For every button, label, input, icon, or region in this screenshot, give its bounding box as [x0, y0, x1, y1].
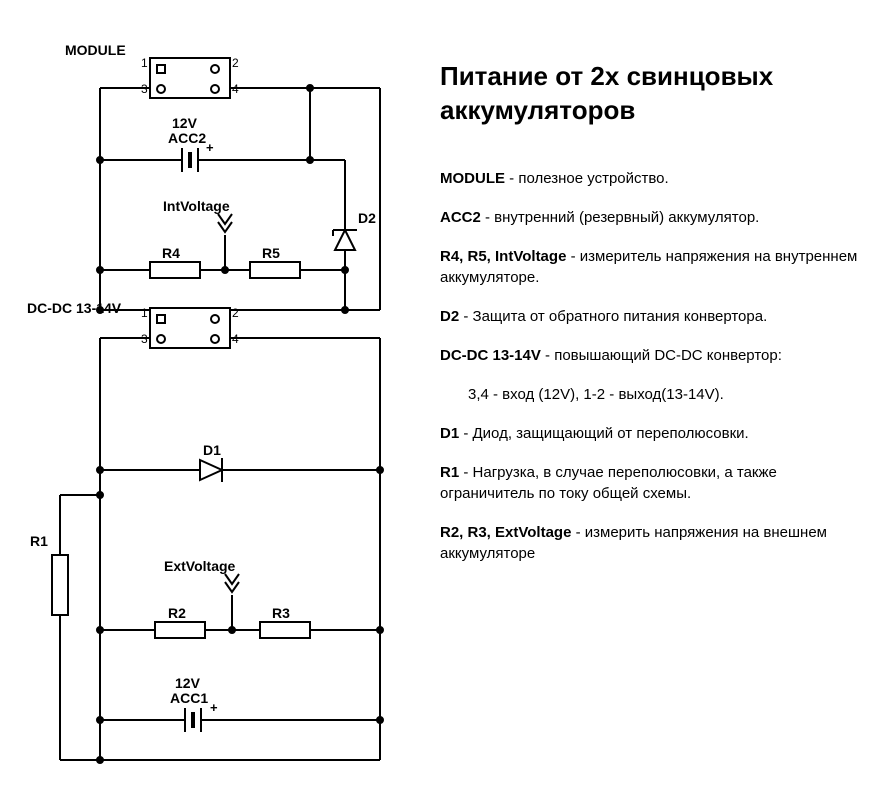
- legend-item: 3,4 - вход (12V), 1-2 - выход(13-14V).: [440, 384, 860, 405]
- acc1-name: ACC1: [170, 690, 208, 706]
- legend-item: ACC2 - внутренний (резервный) аккумулято…: [440, 207, 860, 228]
- module-pin2: 2: [232, 56, 239, 70]
- dcdc-pin2: 2: [232, 306, 239, 320]
- r4-symbol: [150, 262, 200, 278]
- acc2-name: ACC2: [168, 130, 206, 146]
- legend-item: R4, R5, IntVoltage - измеритель напряжен…: [440, 246, 860, 288]
- dcdc-pin1: 1: [141, 306, 148, 320]
- module-pin4: 4: [232, 82, 239, 96]
- acc2-v: 12V: [172, 115, 197, 131]
- r1-label: R1: [30, 533, 48, 549]
- dcdc-pin4: 4: [232, 332, 239, 346]
- d1-label: D1: [203, 442, 221, 458]
- r3-label: R3: [272, 605, 290, 621]
- module-pin1: 1: [141, 56, 148, 70]
- legend-items: MODULE - полезное устройство. ACC2 - внут…: [440, 168, 860, 564]
- r3-symbol: [260, 622, 310, 638]
- r4-label: R4: [162, 245, 180, 261]
- acc1-v: 12V: [175, 675, 200, 691]
- legend-item: D1 - Диод, защищающий от переполюсовки.: [440, 423, 860, 444]
- r5-symbol: [250, 262, 300, 278]
- extvoltage-label: ExtVoltage: [164, 558, 235, 574]
- module-label: MODULE: [65, 42, 126, 58]
- legend-item: R1 - Нагрузка, в случае переполюсовки, а…: [440, 462, 860, 504]
- d2-label: D2: [358, 210, 376, 226]
- legend-item: DC-DC 13-14V - повышающий DC-DC конверто…: [440, 345, 860, 366]
- r5-label: R5: [262, 245, 280, 261]
- legend-item: MODULE - полезное устройство.: [440, 168, 860, 189]
- r1-symbol: [52, 555, 68, 615]
- legend-item: D2 - Защита от обратного питания конверт…: [440, 306, 860, 327]
- dcdc-label: DC-DC 13-14V: [27, 300, 121, 316]
- legend-title: Питание от 2х свинцовых аккумуляторов: [440, 60, 860, 128]
- intvoltage-label: IntVoltage: [163, 198, 230, 214]
- acc2-plus: +: [206, 140, 214, 155]
- module-pin3: 3: [141, 82, 148, 96]
- schematic-svg: [0, 0, 440, 812]
- r2-label: R2: [168, 605, 186, 621]
- acc1-plus: +: [210, 700, 218, 715]
- dcdc-pin3: 3: [141, 332, 148, 346]
- legend-panel: Питание от 2х свинцовых аккумуляторов MO…: [440, 60, 860, 582]
- r2-symbol: [155, 622, 205, 638]
- legend-item: R2, R3, ExtVoltage - измерить напряжения…: [440, 522, 860, 564]
